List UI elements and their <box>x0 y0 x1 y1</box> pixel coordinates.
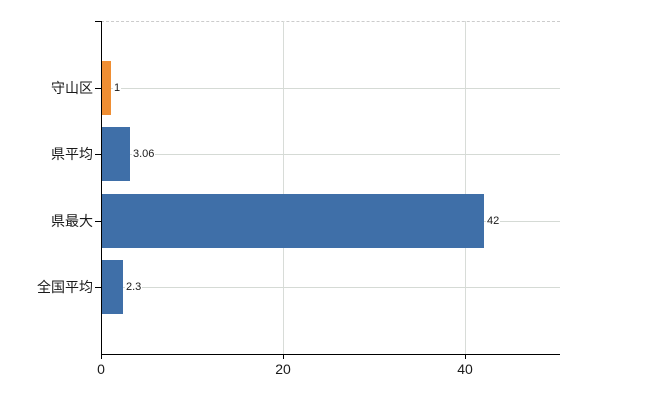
row-gridline <box>101 88 560 89</box>
x-tick-label: 0 <box>97 361 105 377</box>
y-axis-tick <box>95 154 101 155</box>
bar-1 <box>102 61 111 115</box>
x-gridline <box>283 21 284 354</box>
y-axis-tick <box>95 221 101 222</box>
category-label: 全国平均 <box>37 279 93 295</box>
row-gridline <box>101 287 560 288</box>
x-gridline <box>465 21 466 354</box>
y-axis-top-tick <box>95 21 101 22</box>
plot-top-border <box>101 21 560 22</box>
category-label: 県平均 <box>51 146 93 162</box>
bar-3 <box>102 194 484 248</box>
value-label: 1 <box>113 81 122 95</box>
x-axis-line <box>101 354 560 355</box>
category-label: 県最大 <box>51 213 93 229</box>
x-axis-tick <box>465 354 466 359</box>
bar-2 <box>102 127 130 181</box>
y-axis-line <box>101 21 102 355</box>
x-axis-tick <box>283 354 284 359</box>
bar-4 <box>102 260 123 314</box>
row-gridline <box>101 154 560 155</box>
x-axis-tick <box>101 354 102 359</box>
value-label: 42 <box>486 214 501 228</box>
x-tick-label: 20 <box>275 361 291 377</box>
value-label: 2.3 <box>125 280 143 294</box>
value-label: 3.06 <box>132 147 156 161</box>
category-label: 守山区 <box>51 80 93 96</box>
y-axis-tick <box>95 287 101 288</box>
x-tick-label: 40 <box>457 361 473 377</box>
y-axis-tick <box>95 88 101 89</box>
